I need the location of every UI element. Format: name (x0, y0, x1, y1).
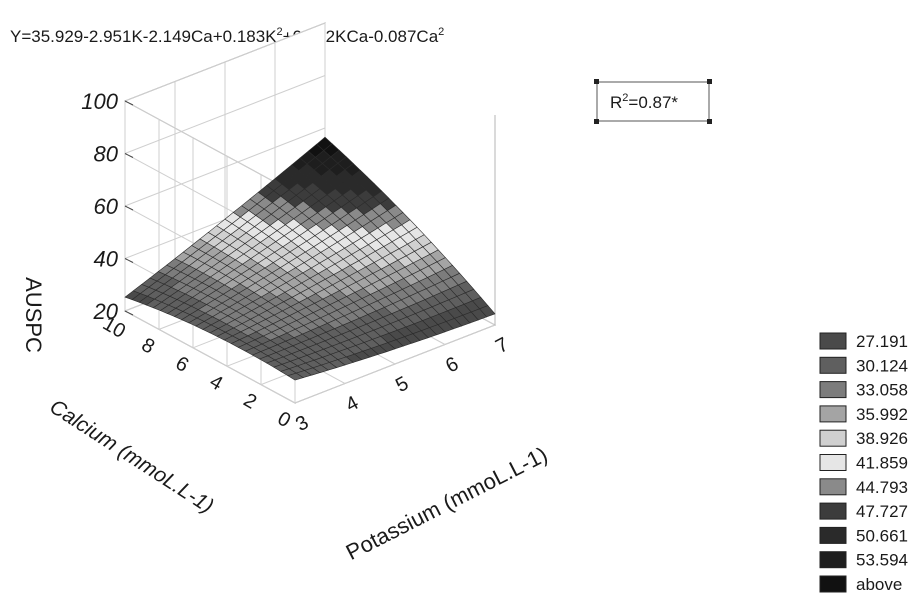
y-tick-label: 4 (206, 371, 227, 396)
legend-swatch (819, 454, 847, 471)
legend-swatch (819, 551, 847, 569)
legend-swatch (819, 332, 847, 350)
legend-swatch (819, 429, 847, 447)
z-tick-label: 100 (81, 89, 118, 114)
surface-cell (479, 305, 496, 318)
x-tick-label: 6 (442, 353, 462, 378)
response-surface (124, 136, 496, 381)
grid-line (124, 100, 296, 194)
legend-swatch (819, 478, 847, 496)
z-axis-label: AUSPC (21, 277, 46, 353)
z-tick-label: 60 (94, 194, 119, 219)
z-tick-mark (124, 258, 134, 263)
y-tick-label: 8 (138, 334, 159, 359)
z-tick-mark (124, 205, 134, 211)
legend-swatch (819, 526, 847, 544)
z-tick-mark (124, 153, 134, 158)
legend-swatch (819, 575, 847, 593)
z-tick-label: 20 (93, 299, 119, 324)
legend-label: 47.727 (856, 502, 908, 521)
svg-text:R2=0.87*: R2=0.87* (610, 92, 678, 112)
legend-swatch (819, 502, 847, 520)
grid-line (294, 324, 496, 404)
z-tick-label: 40 (94, 247, 119, 272)
legend-label: 35.992 (856, 405, 908, 424)
legend-swatch (819, 356, 847, 374)
z-tick-label: 80 (94, 142, 119, 167)
y-tick-label: 2 (240, 389, 261, 414)
legend-label: 41.859 (856, 454, 908, 473)
legend-label: 53.594 (856, 551, 908, 570)
y-tick-label: 6 (172, 352, 193, 377)
legend-label: 38.926 (856, 429, 908, 448)
legend-label: 44.793 (856, 478, 908, 497)
legend-label: 27.191 (856, 332, 908, 351)
z-tick-mark (124, 100, 134, 106)
x-tick-label: 5 (392, 372, 412, 397)
chart-equation: Y=35.929-2.951K-2.149Ca+0.183K2+0.892KCa… (10, 26, 444, 46)
x-tick-label: 3 (292, 411, 312, 436)
y-axis-label: Calcium (mmoL.L-1) (46, 395, 218, 518)
legend-label: 33.058 (856, 381, 908, 400)
x-tick-label: 7 (492, 333, 512, 358)
x-tick-label: 4 (342, 392, 362, 417)
z-tick-mark (124, 310, 134, 316)
legend-label: 50.661 (856, 526, 908, 545)
legend-swatch (819, 381, 847, 399)
legend-swatch (819, 405, 847, 423)
grid-line (124, 310, 296, 404)
legend-label: above (856, 575, 902, 594)
r2-annotation: R2=0.87* (594, 79, 712, 124)
legend-label: 30.124 (856, 356, 908, 375)
legend: 27.191 30.124 33.058 35.992 38.926 41.859 44.7… (819, 332, 908, 594)
x-axis-label: Potassium (mmoL.L-1) (342, 442, 552, 565)
y-tick-label: 0 (274, 407, 295, 432)
